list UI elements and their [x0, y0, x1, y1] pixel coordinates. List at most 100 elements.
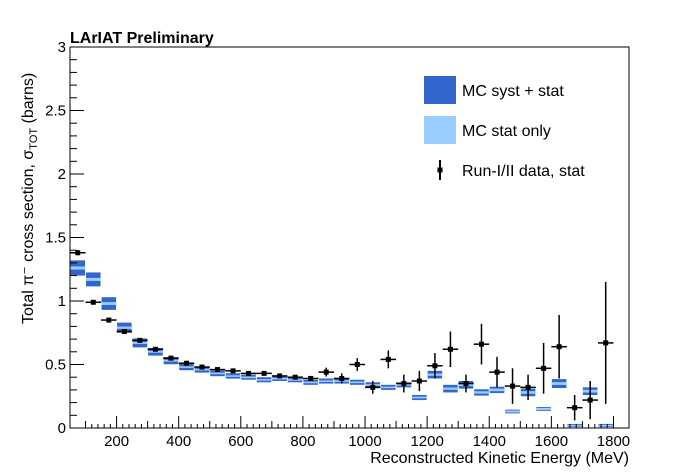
data-point	[85, 299, 102, 305]
data-point	[489, 356, 505, 388]
mc-stat-band	[381, 386, 396, 389]
mc-stat-band	[256, 379, 272, 381]
data-point	[520, 374, 536, 401]
data-marker	[354, 362, 360, 367]
data-marker	[447, 346, 453, 352]
data-point	[582, 381, 598, 420]
legend-marker	[437, 167, 443, 173]
legend-entry: MC syst + stat	[424, 76, 564, 104]
mc-stat-band	[163, 359, 179, 362]
data-point	[396, 374, 412, 393]
data-point	[132, 337, 148, 343]
legend-label: Run-I/II data, stat	[462, 163, 585, 180]
data-points	[70, 250, 614, 421]
data-marker	[385, 356, 391, 362]
y-tick-label: 0.5	[45, 357, 66, 374]
data-marker	[541, 365, 547, 371]
mc-stat-band	[179, 366, 194, 368]
data-point	[473, 323, 490, 365]
x-axis: 200 400 600 800 1000 1200 1400 1600 1800	[85, 416, 630, 450]
plot-frame	[69, 46, 630, 429]
y-tick-label: 0	[58, 420, 66, 437]
legend-swatch	[424, 116, 456, 144]
legend: MC syst + stat MC stat only Run-I/II data,…	[424, 76, 585, 180]
data-marker	[215, 367, 221, 373]
chart-title: LArIAT Preliminary	[70, 30, 214, 47]
mc-stat-band	[132, 341, 148, 344]
data-marker	[90, 299, 96, 305]
mc-stat-band	[489, 388, 505, 392]
data-marker	[75, 250, 81, 256]
x-tick-label: 1200	[410, 433, 443, 450]
data-point	[535, 342, 552, 394]
data-marker	[323, 369, 329, 375]
data-point	[116, 328, 133, 334]
data-point	[442, 331, 459, 368]
mc-stat-band	[148, 350, 163, 353]
mc-stat-band	[241, 376, 256, 379]
data-point	[504, 368, 521, 404]
data-point	[101, 317, 117, 323]
data-point	[163, 355, 179, 361]
data-point	[427, 353, 443, 379]
mc-stat-band	[117, 326, 132, 329]
data-marker	[463, 381, 469, 387]
data-marker	[572, 405, 578, 411]
mc-stat-band	[303, 381, 318, 384]
data-marker	[121, 328, 127, 334]
data-point	[70, 250, 86, 256]
x-tick-label: 1800	[597, 433, 630, 450]
mc-stat-band	[101, 302, 117, 305]
data-marker	[603, 340, 609, 346]
data-point	[318, 367, 334, 377]
y-axis-title-unit: (barns)	[20, 73, 37, 128]
data-marker	[556, 344, 562, 350]
data-marker	[510, 383, 516, 389]
x-tick-label: 400	[166, 433, 191, 450]
data-point	[365, 381, 381, 394]
data-marker	[152, 346, 158, 352]
legend-label: MC stat only	[462, 123, 551, 140]
data-point	[287, 374, 303, 380]
y-tick-label: 3	[58, 39, 66, 56]
data-marker	[106, 317, 112, 323]
data-point	[333, 373, 350, 384]
y-axis-title-subscript: TOT	[28, 128, 40, 150]
data-point	[194, 364, 210, 370]
y-tick-label: 2	[58, 166, 66, 183]
data-marker	[168, 355, 174, 361]
mc-bands	[70, 260, 613, 427]
data-point	[256, 370, 272, 376]
data-point	[225, 368, 241, 374]
data-point	[209, 367, 226, 373]
mc-stat-band	[287, 379, 303, 381]
x-axis-title: Reconstructed Kinetic Energy (MeV)	[370, 450, 629, 467]
data-marker	[183, 360, 189, 366]
x-tick-label: 1000	[348, 433, 381, 450]
data-marker	[230, 368, 236, 374]
data-marker	[137, 337, 143, 343]
mc-stat-band	[225, 375, 241, 377]
mc-stat-band	[412, 396, 427, 399]
data-point	[349, 358, 366, 371]
data-marker	[525, 384, 531, 390]
mc-stat-band	[505, 410, 520, 413]
legend-swatch	[424, 76, 456, 104]
legend-entry: Run-I/II data, stat	[437, 160, 585, 180]
y-axis: 0 0.5 1 1.5 2 2.5 3	[45, 39, 84, 437]
mc-stat-band	[598, 424, 613, 427]
mc-stat-band	[474, 391, 489, 394]
mc-stat-band	[272, 377, 287, 380]
data-marker	[370, 384, 376, 390]
x-tick-label: 600	[228, 433, 253, 450]
data-point	[458, 374, 474, 393]
y-axis-title: Total π⁻ cross section, σTOT (barns)	[20, 73, 40, 324]
data-marker	[292, 374, 298, 380]
mc-stat-band	[210, 372, 225, 375]
x-tick-label: 800	[290, 433, 315, 450]
data-point	[597, 281, 614, 404]
data-point	[380, 350, 397, 369]
data-marker	[416, 378, 422, 384]
data-point	[302, 375, 319, 382]
